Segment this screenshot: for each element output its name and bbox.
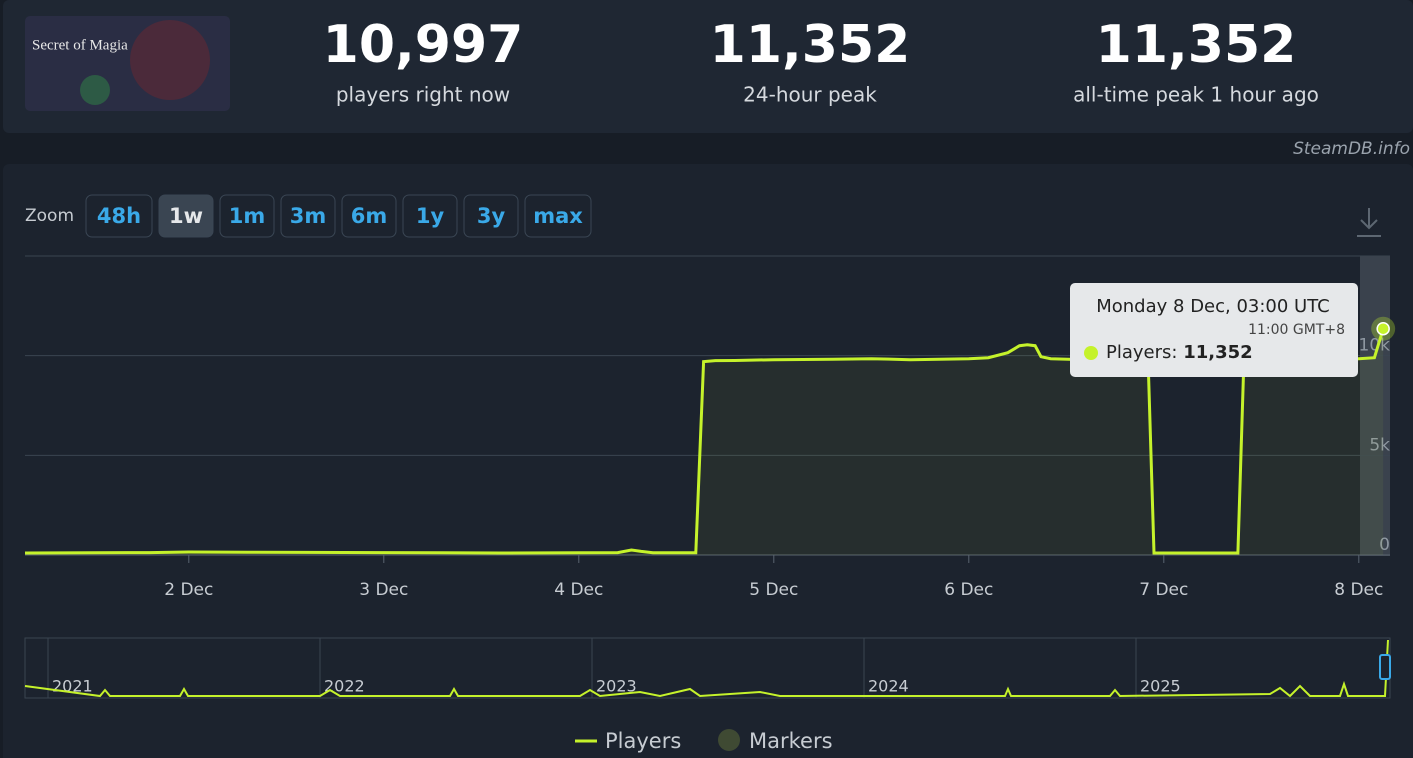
navigator-year: 2022 [324, 677, 365, 696]
zoom-button-label[interactable]: 1m [229, 204, 266, 228]
x-tick-label: 2 Dec [164, 580, 213, 600]
tooltip-box [1070, 283, 1358, 377]
zoom-button-label[interactable]: 48h [97, 204, 141, 228]
y-tick-label: 10k [1359, 336, 1391, 356]
navigator-year: 2023 [596, 677, 637, 696]
hover-point [1376, 321, 1390, 336]
y-tick-label: 5k [1369, 435, 1390, 455]
zoom-button[interactable] [341, 194, 397, 238]
tooltip-local-time: 11:00 GMT+8 [1248, 322, 1345, 338]
download-icon[interactable] [1357, 208, 1381, 237]
zoom-label: Zoom [25, 206, 74, 226]
series-line [24, 328, 1385, 555]
x-tick-label: 6 Dec [944, 580, 993, 600]
tooltip-series-name: Players: [1106, 342, 1177, 363]
header-panel [3, 0, 1413, 133]
zoom-button-label[interactable]: 3y [477, 204, 506, 228]
x-tick-label: 4 Dec [554, 580, 603, 600]
zoom-button[interactable] [158, 194, 214, 238]
zoom-button-label[interactable]: max [533, 204, 583, 228]
zoom-button[interactable] [219, 194, 275, 238]
tooltip-dot [1084, 346, 1098, 360]
zoom-button-label[interactable]: 1y [416, 204, 445, 228]
image-art [80, 75, 110, 105]
x-tick-label: 5 Dec [749, 580, 798, 600]
stat-label: all-time peak 1 hour ago [1073, 83, 1319, 107]
stat-label: 24-hour peak [743, 83, 877, 107]
zoom-button[interactable] [402, 194, 458, 238]
tooltip-series: Players: 11,352 [1106, 342, 1253, 363]
x-tick-label: 3 Dec [359, 580, 408, 600]
navigator[interactable] [24, 637, 1391, 699]
chart-panel [3, 164, 1413, 758]
download-arrow[interactable] [1357, 208, 1381, 237]
y-tick-label: 0 [1379, 535, 1390, 555]
series-area [25, 328, 1384, 555]
stat-value: 11,352 [710, 15, 911, 75]
x-tick-label: 7 Dec [1139, 580, 1188, 600]
zoom-button-label[interactable]: 3m [290, 204, 327, 228]
zoom-button[interactable] [524, 194, 592, 238]
x-tick-label: 8 Dec [1334, 580, 1383, 600]
tooltip-date: Monday 8 Dec, 03:00 UTC [1096, 296, 1330, 317]
zoom-button[interactable] [85, 194, 153, 238]
image-title: Secret of Magia [32, 37, 128, 53]
navigator-year: 2025 [1140, 677, 1181, 696]
legend-label[interactable]: Players [605, 729, 681, 753]
zoom-button[interactable] [463, 194, 519, 238]
navigator-series [24, 639, 1389, 698]
hover-band [1360, 256, 1390, 556]
image-art [130, 20, 210, 100]
watermark: SteamDB.info [1293, 139, 1410, 159]
zoom-button[interactable] [280, 194, 336, 238]
stat-label: players right now [336, 83, 510, 107]
tooltip-value: 11,352 [1183, 342, 1252, 363]
navigator-year: 2024 [868, 677, 909, 696]
legend-label[interactable]: Markers [749, 729, 833, 753]
zoom-button-label[interactable]: 1w [169, 204, 203, 228]
navigator-handle[interactable] [1379, 654, 1391, 680]
zoom-button-label[interactable]: 6m [351, 204, 388, 228]
stat-value: 10,997 [323, 15, 524, 75]
legend-swatch [718, 729, 740, 751]
stat-value: 11,352 [1096, 15, 1297, 75]
